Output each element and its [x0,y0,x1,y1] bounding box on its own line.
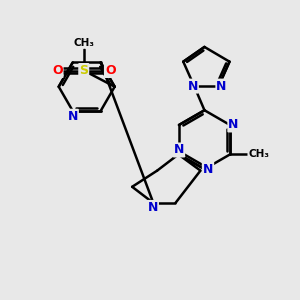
Text: N: N [148,201,158,214]
Text: N: N [203,163,213,176]
Text: N: N [68,110,78,123]
Text: N: N [188,80,198,93]
Text: O: O [52,64,63,77]
Text: N: N [228,118,239,131]
Text: N: N [174,143,184,157]
Text: CH₃: CH₃ [73,38,94,48]
Text: O: O [105,64,116,77]
Text: N: N [216,80,227,93]
Text: CH₃: CH₃ [248,149,269,159]
Text: S: S [79,64,88,77]
